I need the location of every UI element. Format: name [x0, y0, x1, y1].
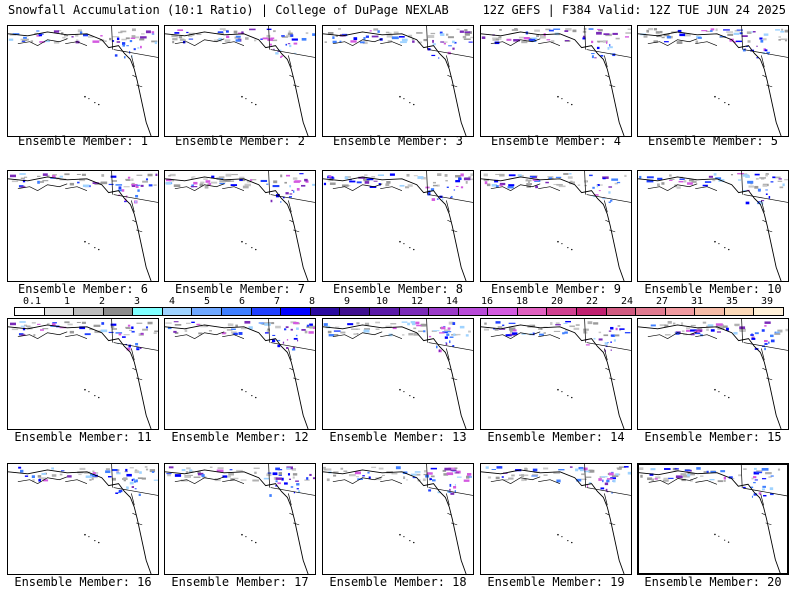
colorbar-label: 0.1 — [22, 296, 42, 307]
colorbar-segment — [547, 308, 577, 315]
ensemble-map-panel — [7, 463, 159, 575]
colorbar-segment — [665, 308, 696, 315]
ensemble-member-caption: Ensemble Member: 12 — [171, 430, 309, 444]
ensemble-map-panel — [7, 318, 159, 430]
ensemble-member-caption: Ensemble Member: 4 — [490, 134, 622, 148]
ensemble-map-panel — [164, 25, 316, 137]
colorbar-segment — [310, 308, 341, 315]
ensemble-map-panel — [164, 463, 316, 575]
ensemble-member-caption: Ensemble Member: 11 — [14, 430, 152, 444]
colorbar-label: 18 — [515, 296, 529, 307]
colorbar-label: 12 — [410, 296, 424, 307]
ensemble-member-caption: Ensemble Member: 20 — [644, 575, 782, 589]
colorbar-segment — [458, 308, 489, 315]
colorbar-segment — [606, 308, 637, 315]
colorbar-label: 7 — [273, 296, 281, 307]
colorbar-label: 1 — [63, 296, 71, 307]
ensemble-member-caption: Ensemble Member: 9 — [490, 282, 622, 296]
header-title-right: 12Z GEFS | F384 Valid: 12Z TUE JUN 24 20… — [482, 3, 786, 17]
ensemble-map-panel — [164, 318, 316, 430]
ensemble-map-panel — [480, 170, 632, 282]
ensemble-member-caption: Ensemble Member: 2 — [174, 134, 306, 148]
colorbar-segment — [44, 308, 75, 315]
ensemble-member-caption: Ensemble Member: 5 — [647, 134, 779, 148]
colorbar-label: 9 — [343, 296, 351, 307]
colorbar-segment — [251, 308, 282, 315]
ensemble-map-panel — [7, 170, 159, 282]
ensemble-member-caption: Ensemble Member: 14 — [487, 430, 625, 444]
colorbar-label: 2 — [98, 296, 106, 307]
colorbar-label: 39 — [760, 296, 774, 307]
ensemble-map-panel — [637, 25, 789, 137]
colorbar-segment — [133, 308, 163, 315]
ensemble-map-panel — [637, 318, 789, 430]
colorbar-segment — [15, 308, 45, 315]
ensemble-member-caption: Ensemble Member: 18 — [329, 575, 467, 589]
ensemble-member-caption: Ensemble Member: 19 — [487, 575, 625, 589]
colorbar-segment — [636, 308, 666, 315]
colorbar-segment — [576, 308, 607, 315]
ensemble-member-caption: Ensemble Member: 10 — [644, 282, 782, 296]
ensemble-map-panel — [480, 25, 632, 137]
colorbar-labels: 0.1 1 2 3 4 5 6 7 8 9 10 12 14 16 18 20 22 24 27 31 35 39 — [14, 296, 784, 308]
ensemble-map-panel — [7, 25, 159, 137]
colorbar-segment — [103, 308, 134, 315]
header-title-left: Snowfall Accumulation (10:1 Ratio) | Col… — [8, 3, 449, 17]
colorbar-label: 8 — [308, 296, 316, 307]
colorbar-segment — [754, 308, 784, 315]
colorbar-segment — [429, 308, 459, 315]
ensemble-map-panel — [480, 318, 632, 430]
ensemble-member-caption: Ensemble Member: 13 — [329, 430, 467, 444]
colorbar-segment — [369, 308, 400, 315]
ensemble-member-caption: Ensemble Member: 8 — [332, 282, 464, 296]
colorbar-label: 3 — [133, 296, 141, 307]
ensemble-member-caption: Ensemble Member: 15 — [644, 430, 782, 444]
ensemble-map-panel — [637, 170, 789, 282]
colorbar-segment — [74, 308, 104, 315]
colorbar-label: 31 — [690, 296, 704, 307]
colorbar-segment — [399, 308, 430, 315]
colorbar-segment — [488, 308, 518, 315]
colorbar-label: 35 — [725, 296, 739, 307]
ensemble-map-panel — [322, 463, 474, 575]
ensemble-map-panel — [637, 463, 789, 575]
colorbar-label: 22 — [585, 296, 599, 307]
ensemble-map-panel — [322, 25, 474, 137]
colorbar-label: 27 — [655, 296, 669, 307]
ensemble-map-panel — [164, 170, 316, 282]
ensemble-map-panel — [480, 463, 632, 575]
ensemble-member-caption: Ensemble Member: 17 — [171, 575, 309, 589]
colorbar-label: 16 — [480, 296, 494, 307]
colorbar-label: 4 — [168, 296, 176, 307]
colorbar-segment — [724, 308, 755, 315]
colorbar-label: 20 — [550, 296, 564, 307]
ensemble-map-panel — [322, 170, 474, 282]
colorbar-segment — [695, 308, 725, 315]
ensemble-member-caption: Ensemble Member: 7 — [174, 282, 306, 296]
ensemble-member-caption: Ensemble Member: 6 — [17, 282, 149, 296]
colorbar-segment — [222, 308, 252, 315]
colorbar-segment — [192, 308, 223, 315]
ensemble-map-panel — [322, 318, 474, 430]
colorbar-segment — [517, 308, 548, 315]
colorbar-segment — [340, 308, 370, 315]
colorbar-label: 10 — [375, 296, 389, 307]
snowfall-colorbar — [14, 307, 784, 316]
colorbar-label: 14 — [445, 296, 459, 307]
colorbar-segment — [281, 308, 311, 315]
ensemble-member-caption: Ensemble Member: 3 — [332, 134, 464, 148]
ensemble-member-caption: Ensemble Member: 1 — [17, 134, 149, 148]
colorbar-label: 6 — [238, 296, 246, 307]
colorbar-segment — [162, 308, 193, 315]
ensemble-member-caption: Ensemble Member: 16 — [14, 575, 152, 589]
colorbar-label: 5 — [203, 296, 211, 307]
colorbar-label: 24 — [620, 296, 634, 307]
